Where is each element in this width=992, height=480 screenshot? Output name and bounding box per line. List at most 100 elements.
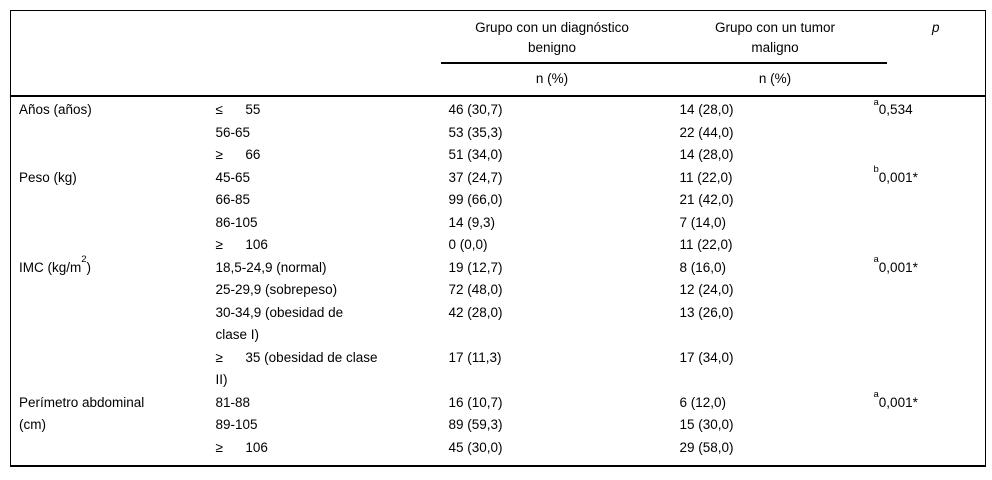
malign-value-cell: 14 (28,0) — [679, 147, 734, 162]
header-benign-group: Grupo con un diagnóstico benigno — [440, 10, 664, 64]
malign-value-cell: 11 (22,0) — [679, 237, 733, 252]
table-header: Grupo con un diagnóstico benigno Grupo c… — [10, 10, 986, 97]
malign-value-cell: 15 (30,0) — [679, 417, 734, 432]
category-cell: ≤ 55 — [215, 102, 261, 117]
table-row: 66-85 99 (66,0) 21 (42,0) — [11, 189, 986, 212]
p-value-superscript: a — [873, 254, 879, 265]
table-row: Años (años) ≤ 55 46 (30,7) 14 (28,0) a0,534 — [11, 96, 986, 122]
variable-text: Perímetro abdominal (cm) — [19, 394, 145, 433]
p-value-cell: b0,001* — [874, 165, 986, 190]
benign-value-cell: 14 (9,3) — [448, 214, 496, 230]
category-cell: ≥ 106 — [215, 439, 268, 455]
p-value-cell — [887, 347, 986, 392]
benign-value-cell: 45 (30,0) — [448, 439, 503, 455]
category-cell: ≥ 66 — [215, 147, 261, 162]
malign-value-cell: 8 (16,0) — [679, 259, 727, 275]
malign-value-cell: 11 (22,0) — [679, 169, 733, 185]
p-value-text: 0,001* — [878, 394, 918, 410]
malign-value-cell: 13 (26,0) — [679, 304, 734, 320]
benign-value-cell: 99 (66,0) — [448, 192, 503, 207]
category-cell: 25-29,9 (sobrepeso) — [215, 282, 338, 297]
benign-value-cell: 51 (34,0) — [448, 147, 503, 162]
subheader-malign: n (%) — [663, 63, 887, 97]
category-cell: 56-65 — [215, 124, 251, 140]
category-cell: 86-105 — [215, 214, 258, 230]
malign-value-cell: 14 (28,0) — [679, 102, 734, 117]
benign-value-cell: 72 (48,0) — [448, 282, 503, 297]
benign-value-cell: 19 (12,7) — [448, 259, 503, 275]
category-cell: 66-85 — [215, 192, 251, 207]
header-row-groups: Grupo con un diagnóstico benigno Grupo c… — [11, 10, 986, 64]
table-row: 86-105 14 (9,3) 7 (14,0) — [11, 212, 986, 235]
table-row: IMC (kg/m2) 18,5-24,9 (normal) 19 (12,7) 8 … — [11, 255, 986, 280]
p-value-superscript: a — [873, 389, 879, 400]
variable-cell: IMC (kg/m2) — [11, 254, 216, 392]
header-category-empty — [216, 11, 441, 64]
malign-value-cell: 6 (12,0) — [679, 394, 727, 410]
p-value-cell: a0,001* — [874, 390, 986, 415]
malign-value-cell: 29 (58,0) — [679, 439, 734, 455]
header-malign-group: Grupo con un tumor maligno — [663, 10, 887, 64]
category-cell: 89-105 — [215, 417, 258, 432]
table-row: 56-65 53 (35,3) 22 (44,0) — [11, 122, 986, 145]
subheader-benign: n (%) — [440, 63, 664, 97]
table-row: 25-29,9 (sobrepeso) 72 (48,0) 12 (24,0) — [11, 279, 986, 302]
variable-superscript: 2 — [81, 254, 87, 265]
variable-text: Años (años) — [19, 102, 92, 117]
p-value-cell: a0,001* — [874, 255, 986, 280]
table-row: ≥ 35 (obesidad de clase II) 17 (11,3) 17 (… — [11, 347, 986, 392]
table-row: ≥ 106 45 (30,0) 29 (58,0) — [11, 437, 986, 467]
p-value-superscript: a — [873, 96, 879, 108]
table-body: Años (años) ≤ 55 46 (30,7) 14 (28,0) a0,534 5… — [11, 96, 986, 466]
category-cell: 30-34,9 (obesidad de clase I) — [215, 304, 344, 343]
p-value-cell — [887, 279, 986, 302]
p-value-cell — [887, 437, 986, 467]
table-row: 30-34,9 (obesidad de clase I) 42 (28,0) 13… — [11, 302, 986, 347]
variable-cell: Perímetro abdominal (cm) — [11, 392, 216, 467]
benign-value-cell: 42 (28,0) — [448, 304, 503, 320]
p-value-text: 0,001* — [878, 259, 918, 275]
variable-text: Peso (kg) — [19, 169, 77, 185]
p-value-cell — [887, 234, 986, 257]
results-table: Grupo con un diagnóstico benigno Grupo c… — [10, 10, 986, 467]
p-value-cell — [887, 414, 986, 437]
p-value-cell — [887, 302, 986, 347]
malign-value-cell: 17 (34,0) — [679, 349, 734, 365]
benign-value-cell: 89 (59,3) — [448, 417, 503, 432]
malign-value-cell: 21 (42,0) — [679, 192, 734, 207]
subheader-p-empty — [886, 63, 986, 97]
p-value-cell — [887, 212, 986, 235]
subheader-variable-empty — [10, 63, 216, 97]
category-cell: 45-65 — [215, 169, 251, 185]
table-row: 89-105 89 (59,3) 15 (30,0) — [11, 414, 986, 437]
variable-after: ) — [86, 259, 92, 275]
category-cell: 81-88 — [215, 394, 251, 410]
p-value-cell — [887, 122, 986, 145]
table-row: Peso (kg) 45-65 37 (24,7) 11 (22,0) b0,001* — [11, 165, 986, 190]
p-value-cell: a0,534 — [874, 96, 986, 122]
table-row: Perímetro abdominal (cm) 81-88 16 (10,7) 6 … — [11, 390, 986, 432]
header-variable-empty — [11, 11, 216, 64]
variable-text: IMC (kg/m — [19, 259, 82, 275]
table-row: ≥ 106 0 (0,0) 11 (22,0) — [11, 234, 986, 257]
p-value-superscript: b — [873, 164, 879, 175]
variable-cell: Años (años) — [11, 96, 216, 167]
benign-value-cell: 17 (11,3) — [448, 349, 502, 365]
category-cell: 18,5-24,9 (normal) — [215, 259, 327, 275]
category-cell: ≥ 35 (obesidad de clase II) — [215, 349, 378, 388]
p-value-text: 0,001* — [878, 169, 918, 185]
malign-value-cell: 7 (14,0) — [679, 214, 727, 230]
p-value-cell — [887, 189, 986, 212]
benign-value-cell: 37 (24,7) — [448, 169, 503, 185]
malign-value-cell: 22 (44,0) — [679, 124, 734, 140]
variable-cell: Peso (kg) — [11, 167, 216, 257]
benign-value-cell: 46 (30,7) — [448, 102, 503, 117]
header-p: p — [931, 20, 940, 35]
category-cell: ≥ 106 — [215, 237, 268, 252]
benign-value-cell: 0 (0,0) — [448, 237, 488, 252]
table-row: ≥ 66 51 (34,0) 14 (28,0) — [11, 144, 986, 167]
header-row-sub: n (%) n (%) — [10, 63, 986, 97]
benign-value-cell: 16 (10,7) — [448, 394, 503, 410]
p-value-text: 0,534 — [878, 102, 913, 117]
